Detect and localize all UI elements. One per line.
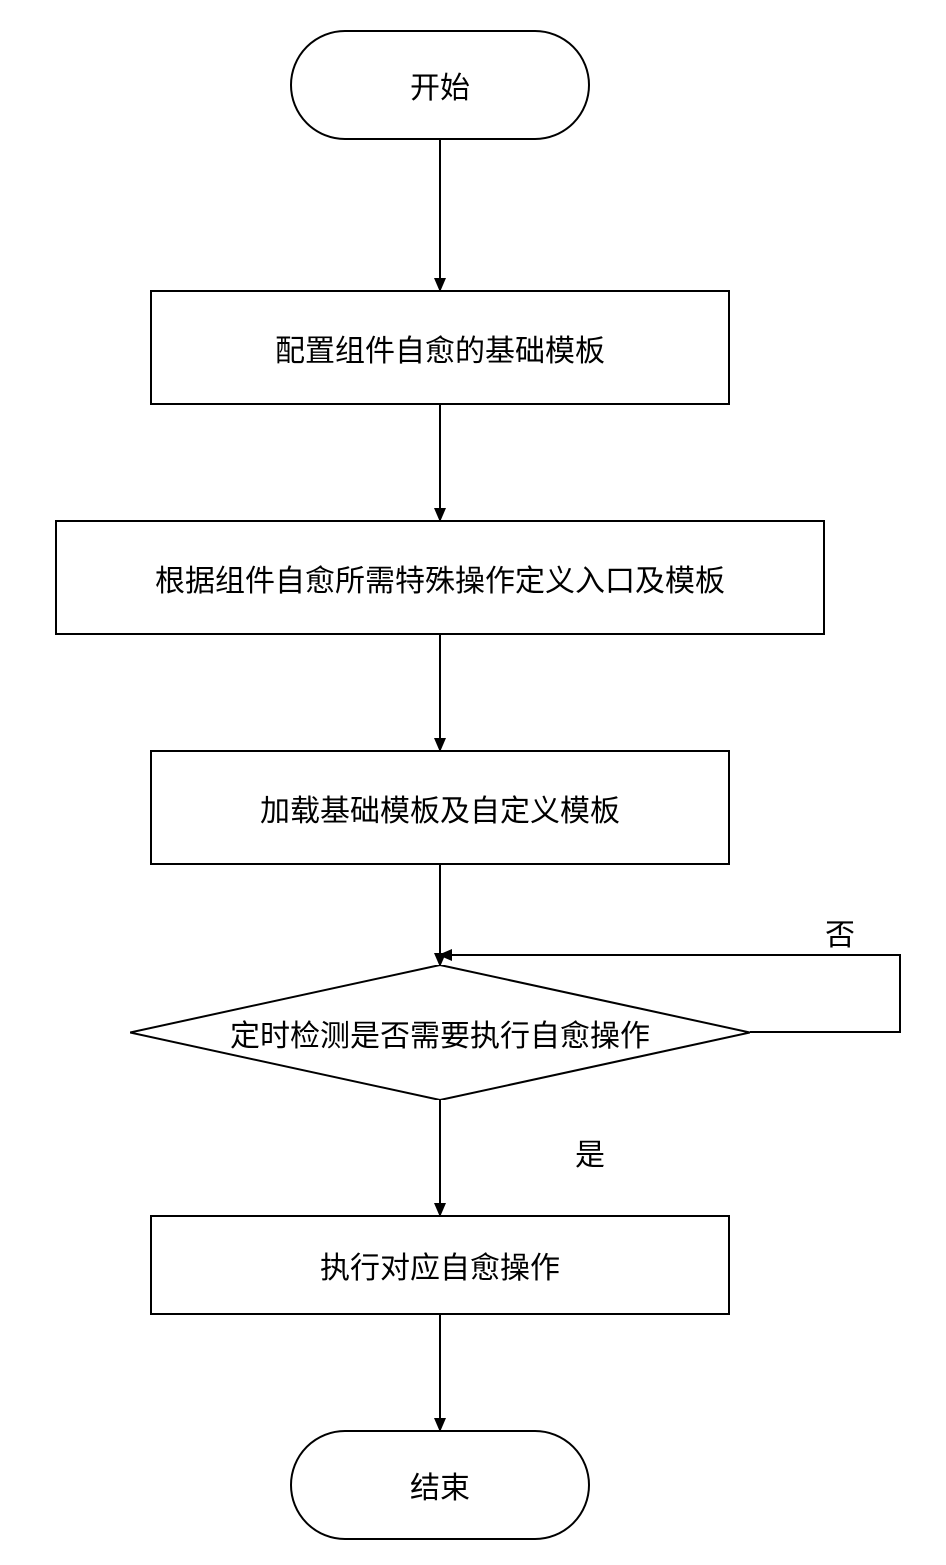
node-step1: 配置组件自愈的基础模板 [150,290,730,405]
node-step3: 加载基础模板及自定义模板 [150,750,730,865]
node-step4-label: 执行对应自愈操作 [320,1243,560,1287]
node-step2: 根据组件自愈所需特殊操作定义入口及模板 [55,520,825,635]
node-step4: 执行对应自愈操作 [150,1215,730,1315]
node-start: 开始 [290,30,590,140]
node-step3-label: 加载基础模板及自定义模板 [260,786,620,830]
flowchart-canvas: 开始 配置组件自愈的基础模板 根据组件自愈所需特殊操作定义入口及模板 加载基础模… [0,0,946,1565]
node-decide-label: 定时检测是否需要执行自愈操作 [230,1011,650,1055]
node-decide: 定时检测是否需要执行自愈操作 [130,965,750,1100]
node-step2-label: 根据组件自愈所需特殊操作定义入口及模板 [155,556,725,600]
node-end: 结束 [290,1430,590,1540]
edge-label-no: 否 [825,910,855,954]
node-start-label: 开始 [410,63,470,107]
edge-label-yes: 是 [575,1130,605,1174]
node-step1-label: 配置组件自愈的基础模板 [275,326,605,370]
node-end-label: 结束 [410,1463,470,1507]
